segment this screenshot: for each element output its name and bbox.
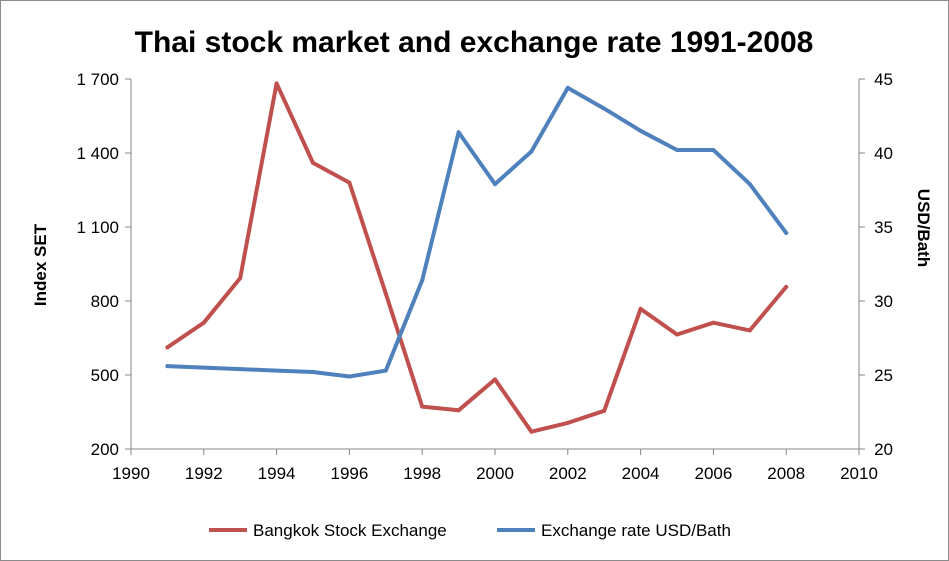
y2-tick-label: 30	[874, 292, 893, 311]
data-point-bangkok-stock-exchange	[165, 345, 170, 350]
data-point-exchange-rate-usd-bath	[311, 370, 315, 375]
x-tick-label: 2004	[622, 464, 660, 483]
x-tick-label: 2010	[840, 464, 878, 483]
y2-tick-label: 45	[874, 70, 893, 89]
data-point-exchange-rate-usd-bath	[529, 149, 534, 154]
chart-title: Thai stock market and exchange rate 1991…	[135, 26, 814, 59]
data-point-exchange-rate-usd-bath	[711, 148, 716, 153]
data-point-bangkok-stock-exchange	[602, 408, 607, 413]
legend-label-exchange-rate: Exchange rate USD/Bath	[541, 521, 731, 540]
x-tick-label: 2006	[694, 464, 732, 483]
y-tick-label: 200	[91, 440, 119, 459]
y2-tick-label: 25	[874, 366, 893, 385]
tick-labels: 1990 1992 1994 1996 1998 2000 2002 2004 2006 2008…	[76, 70, 893, 483]
data-point-exchange-rate-usd-bath	[565, 85, 570, 90]
data-point-exchange-rate-usd-bath	[165, 364, 170, 369]
series-line-bangkok-stock-exchange	[165, 81, 789, 434]
data-point-bangkok-stock-exchange	[784, 284, 789, 289]
axes	[125, 78, 865, 455]
data-point-bangkok-stock-exchange	[311, 160, 315, 165]
data-point-exchange-rate-usd-bath	[456, 130, 461, 135]
x-tick-label: 2008	[767, 464, 805, 483]
y2-tick-label: 40	[874, 144, 893, 163]
data-point-bangkok-stock-exchange	[274, 81, 279, 86]
data-point-bangkok-stock-exchange	[347, 180, 352, 185]
data-point-bangkok-stock-exchange	[383, 291, 388, 296]
x-tick-label: 1998	[403, 464, 441, 483]
data-point-exchange-rate-usd-bath	[238, 367, 243, 372]
legend: Bangkok Stock Exchange Exchange rate USD…	[209, 521, 731, 540]
data-point-exchange-rate-usd-bath	[347, 374, 352, 379]
y-tick-label: 1 700	[76, 70, 119, 89]
data-point-bangkok-stock-exchange	[529, 429, 534, 434]
data-point-bangkok-stock-exchange	[420, 404, 425, 409]
data-point-exchange-rate-usd-bath	[638, 128, 643, 133]
data-point-exchange-rate-usd-bath	[675, 148, 679, 153]
y2-tick-label: 20	[874, 440, 893, 459]
data-point-exchange-rate-usd-bath	[201, 365, 206, 370]
y-tick-label: 1 400	[76, 144, 119, 163]
data-point-bangkok-stock-exchange	[565, 420, 570, 425]
data-point-bangkok-stock-exchange	[201, 320, 206, 325]
x-tick-label: 2000	[476, 464, 514, 483]
data-point-exchange-rate-usd-bath	[383, 368, 388, 373]
data-point-bangkok-stock-exchange	[711, 320, 716, 325]
x-tick-label: 1994	[258, 464, 296, 483]
data-point-exchange-rate-usd-bath	[747, 182, 752, 187]
data-point-bangkok-stock-exchange	[456, 408, 461, 413]
x-tick-label: 1992	[185, 464, 223, 483]
y-tick-label: 800	[91, 292, 119, 311]
data-point-bangkok-stock-exchange	[638, 306, 643, 311]
y-axis-label: Index SET	[31, 223, 50, 306]
data-point-exchange-rate-usd-bath	[493, 182, 497, 187]
data-point-exchange-rate-usd-bath	[274, 368, 279, 373]
y-tick-label: 1 100	[76, 218, 119, 237]
x-tick-label: 1990	[112, 464, 150, 483]
data-point-exchange-rate-usd-bath	[420, 278, 425, 283]
x-tick-label: 2002	[549, 464, 587, 483]
data-point-bangkok-stock-exchange	[493, 377, 497, 382]
y2-axis-label: USD/Bath	[914, 189, 933, 267]
series-line-exchange-rate-usd-bath	[165, 85, 789, 379]
plot-lines	[165, 81, 789, 434]
data-point-exchange-rate-usd-bath	[784, 230, 789, 235]
x-tick-label: 1996	[330, 464, 368, 483]
legend-label-bangkok-stock-exchange: Bangkok Stock Exchange	[253, 521, 447, 540]
y2-tick-label: 35	[874, 218, 893, 237]
y-tick-label: 500	[91, 366, 119, 385]
data-point-bangkok-stock-exchange	[238, 276, 243, 281]
data-point-exchange-rate-usd-bath	[602, 106, 607, 111]
data-point-bangkok-stock-exchange	[675, 332, 679, 337]
data-point-bangkok-stock-exchange	[747, 328, 752, 333]
